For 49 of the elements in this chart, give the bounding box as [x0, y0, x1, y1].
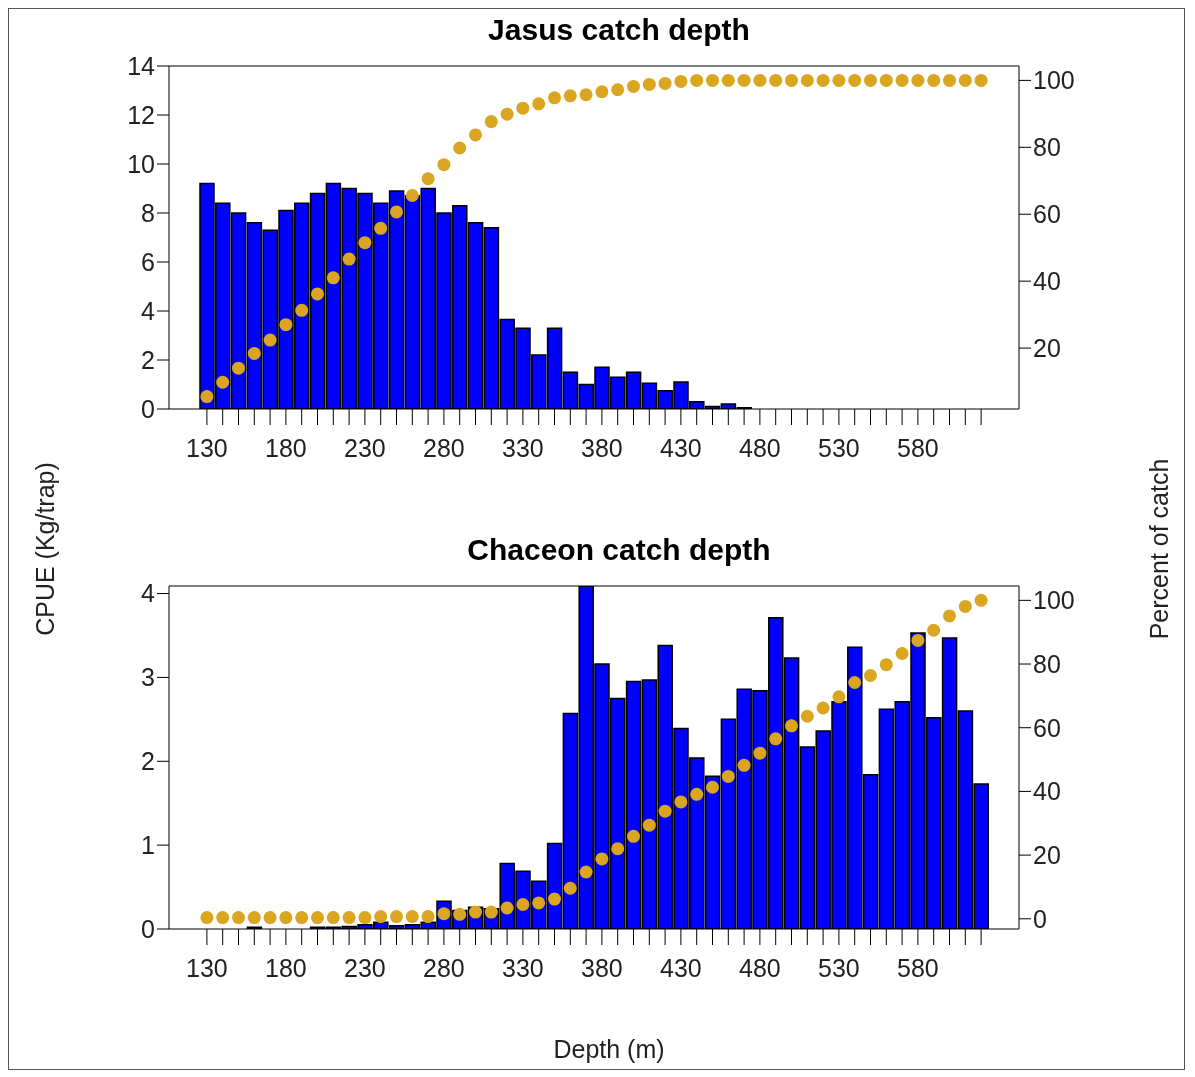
y2-tick-label: 100 — [1033, 66, 1075, 95]
x-tick-label: 580 — [897, 433, 939, 462]
x-axis-title: Depth (m) — [553, 1034, 665, 1064]
y-axis-title: CPUE (Kg/trap) — [30, 462, 60, 636]
x-tick-label: 280 — [423, 953, 465, 982]
y2-tick-label: 40 — [1033, 267, 1061, 296]
y-tick-label: 4 — [141, 579, 156, 608]
y-tick-label: 14 — [127, 51, 156, 80]
y2-tick-label: 20 — [1033, 333, 1061, 362]
y-tick-label: 0 — [141, 914, 155, 943]
y-tick-label: 0 — [141, 394, 155, 423]
x-tick-label: 380 — [581, 433, 623, 462]
x-tick-label: 530 — [818, 433, 860, 462]
x-tick-label: 430 — [660, 433, 702, 462]
y-tick-label: 8 — [141, 198, 155, 227]
x-tick-label: 330 — [502, 433, 544, 462]
y2-tick-label: 0 — [1033, 904, 1047, 933]
y-tick-label: 3 — [141, 663, 155, 692]
y2-tick-label: 100 — [1033, 586, 1075, 615]
x-tick-label: 180 — [265, 953, 307, 982]
x-tick-label: 280 — [423, 433, 465, 462]
y-tick-label: 10 — [127, 149, 155, 178]
y-tick-label: 2 — [141, 747, 155, 776]
x-tick-label: 180 — [265, 433, 307, 462]
x-tick-label: 530 — [818, 953, 860, 982]
y2-tick-label: 40 — [1033, 777, 1061, 806]
x-tick-label: 130 — [186, 433, 228, 462]
x-tick-label: 230 — [344, 953, 386, 982]
y2-tick-label: 60 — [1033, 200, 1061, 229]
chart-title: Chaceon catch depth — [466, 533, 772, 567]
x-tick-label: 430 — [660, 953, 702, 982]
y2-tick-label: 20 — [1033, 840, 1061, 869]
y2-tick-label: 60 — [1033, 713, 1061, 742]
chart-title: Jasus catch depth — [487, 13, 751, 47]
y-tick-label: 1 — [141, 831, 155, 860]
x-tick-label: 230 — [344, 433, 386, 462]
x-tick-label: 480 — [739, 953, 781, 982]
y2-axis-title: Percent of catch — [1144, 458, 1174, 640]
x-tick-label: 130 — [186, 953, 228, 982]
y-tick-label: 2 — [141, 345, 155, 374]
x-tick-label: 480 — [739, 433, 781, 462]
x-tick-label: 330 — [502, 953, 544, 982]
y-tick-label: 6 — [141, 247, 155, 276]
y2-tick-label: 80 — [1033, 649, 1061, 678]
x-tick-label: 580 — [897, 953, 939, 982]
y-tick-label: 12 — [127, 100, 155, 129]
x-tick-label: 380 — [581, 953, 623, 982]
y2-tick-label: 80 — [1033, 133, 1061, 162]
y-tick-label: 4 — [141, 296, 156, 325]
